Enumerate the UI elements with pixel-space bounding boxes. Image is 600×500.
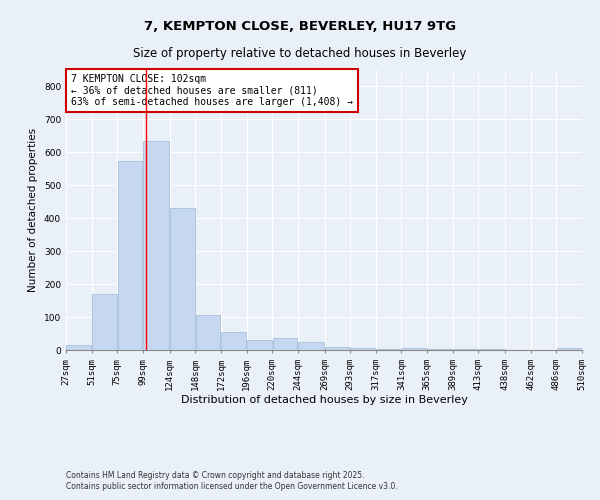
Bar	[325, 346, 350, 350]
Text: 7, KEMPTON CLOSE, BEVERLEY, HU17 9TG: 7, KEMPTON CLOSE, BEVERLEY, HU17 9TG	[144, 20, 456, 33]
Bar	[376, 349, 401, 350]
Bar	[221, 332, 246, 350]
Text: Contains public sector information licensed under the Open Government Licence v3: Contains public sector information licen…	[66, 482, 398, 491]
Bar	[557, 348, 581, 350]
Bar	[92, 294, 117, 350]
Text: Contains HM Land Registry data © Crown copyright and database right 2025.: Contains HM Land Registry data © Crown c…	[66, 470, 365, 480]
Bar	[196, 316, 220, 350]
Bar	[298, 342, 324, 350]
Text: Size of property relative to detached houses in Beverley: Size of property relative to detached ho…	[133, 48, 467, 60]
Bar	[67, 345, 91, 350]
Bar	[402, 348, 427, 350]
Bar	[118, 160, 142, 350]
Bar	[170, 208, 195, 350]
Bar	[247, 340, 272, 350]
Bar	[350, 348, 376, 350]
X-axis label: Distribution of detached houses by size in Beverley: Distribution of detached houses by size …	[181, 396, 467, 406]
Bar	[272, 338, 298, 350]
Bar	[428, 349, 452, 350]
Bar	[143, 141, 169, 350]
Text: 7 KEMPTON CLOSE: 102sqm
← 36% of detached houses are smaller (811)
63% of semi-d: 7 KEMPTON CLOSE: 102sqm ← 36% of detache…	[71, 74, 353, 108]
Y-axis label: Number of detached properties: Number of detached properties	[28, 128, 38, 292]
